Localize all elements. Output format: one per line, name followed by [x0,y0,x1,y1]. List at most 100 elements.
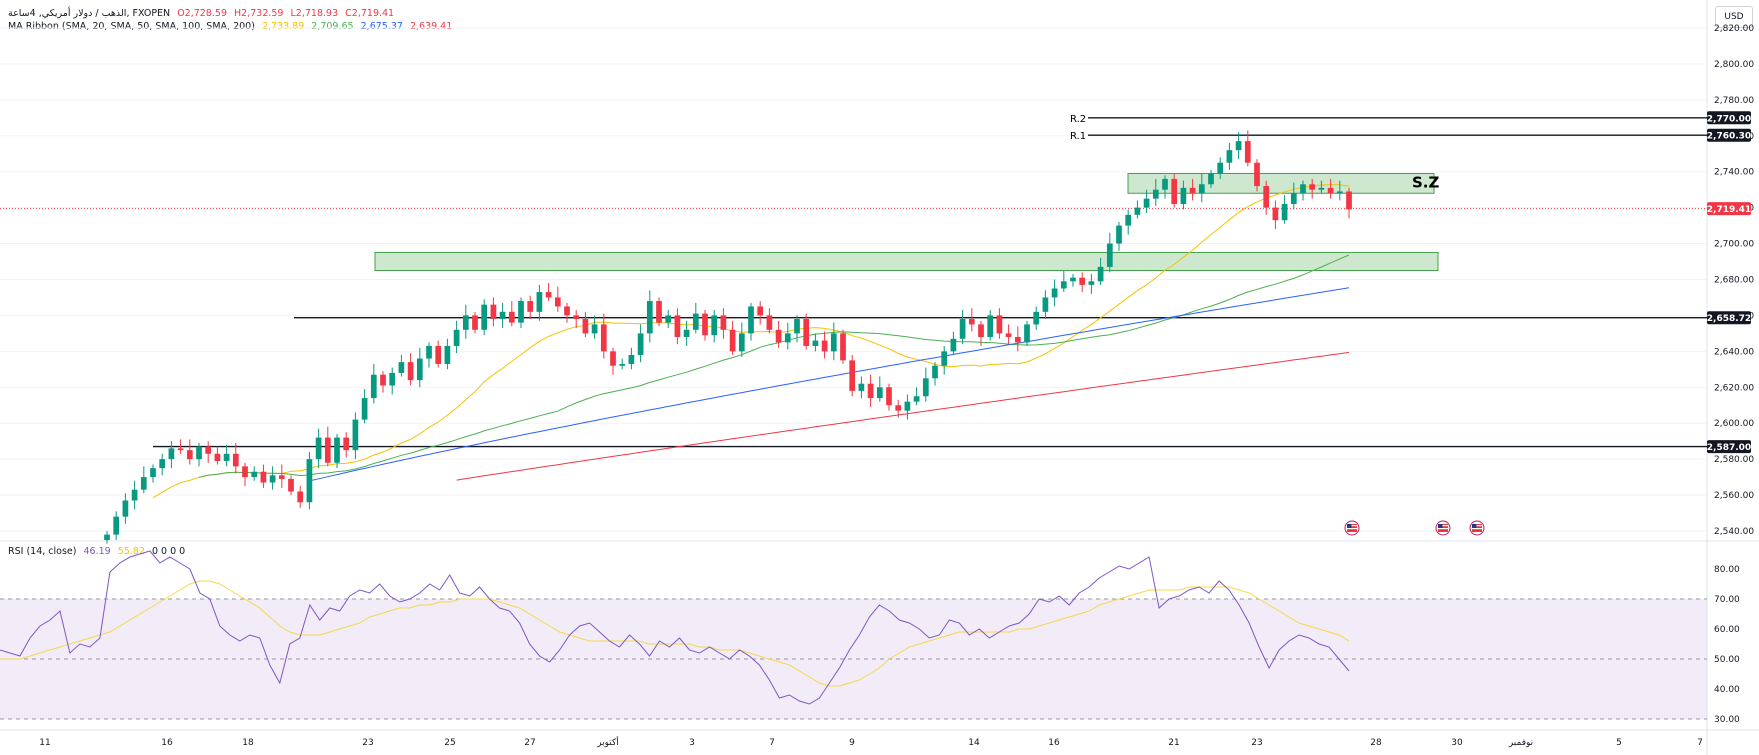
symbol-title[interactable]: الذهب / دولار أمريكي, 4ساعة, FXOPEN [8,8,171,19]
candle-body [619,363,626,366]
candle-body [784,333,791,343]
candle-body [150,468,156,478]
ma-ribbon-legend: MA Ribbon (SMA, 20, SMA, 50, SMA, 100, S… [8,21,456,33]
candle-body [242,466,248,478]
candle-body [1327,187,1334,194]
price-tick: 2,640.00 [1714,347,1754,357]
candle-body [324,437,331,463]
candle-body [720,315,727,330]
sma100-line [309,287,1350,482]
candle-body [278,475,285,479]
time-tick: 18 [242,738,254,748]
candle-body [444,345,451,364]
rsi-lines [0,550,1350,705]
candle-body [1217,162,1224,174]
candle-body [122,500,129,517]
candle-body [361,398,368,420]
candle-body [913,396,920,402]
price-label: 2,770.00 [1707,114,1751,124]
time-tick: 23 [362,738,373,748]
candle-body [830,333,837,352]
candle-body [996,315,1003,334]
candle-body [1309,184,1316,190]
price-tick: 2,560.00 [1714,491,1754,501]
candle-body [481,304,488,330]
time-tick: 27 [524,738,535,748]
candle-body [950,338,957,352]
price-tick: 2,780.00 [1714,96,1754,106]
candle-body [821,340,828,352]
price-tick: 2,740.00 [1714,168,1754,178]
candle-body [435,345,442,364]
close-value: C2,719.41 [345,8,395,19]
candle-body [214,453,221,461]
candle-body [499,311,506,320]
candle-body [683,329,690,337]
flag-stripe [1347,528,1357,530]
price-label-bg [1707,111,1751,125]
candle-body [1254,162,1260,187]
candle-body [131,489,138,501]
time-axis[interactable]: 11 16 18 23 25 27 أكتوبر 3 7 9 14 16 21 23 28 30 نوفمبر 5… [39,736,1703,748]
candle-body [297,491,304,503]
candle-body [1162,178,1168,190]
candle-body [1070,277,1076,282]
candle-body [343,437,350,451]
candle-body [1318,187,1325,190]
flag-stripe [1347,525,1357,527]
sma50-line [198,254,1350,478]
flag-stripe [1438,528,1448,530]
candle-body [1106,243,1113,267]
candle-body [812,340,819,346]
rsi-tick: 40.00 [1714,685,1740,695]
candle-body [600,324,607,352]
rsi-value: 46.19 [83,546,111,557]
price-label: 2,760.30 [1707,132,1751,142]
rsi-ma-value: 55.82 [117,546,145,557]
time-tick: 11 [39,738,50,748]
sma20-value: 2,733.89 [261,21,305,32]
moving-averages [152,184,1350,499]
price-label: 2,719.41 [1707,205,1751,215]
time-tick: 25 [444,738,455,748]
candle-body [1060,281,1067,289]
candles [104,130,1352,544]
candle-body [1226,150,1233,163]
us-flag-icon [1344,520,1360,536]
candle-body [370,374,377,399]
candle-body [1180,187,1187,205]
rsi-title[interactable]: RSI (14, close) [8,546,77,557]
zone-demand-zone [374,252,1439,272]
candle-body [1042,297,1049,312]
candle-body [876,387,883,399]
candle-body [564,306,570,316]
candle-body [508,311,515,323]
candle-body [1244,141,1251,163]
candle-body [987,315,994,337]
candle-body [1235,141,1242,151]
candle-body [1272,207,1279,221]
candle-body [1171,178,1178,205]
candle-body [306,459,313,503]
event-flags[interactable] [1344,520,1485,536]
candle-body [637,333,644,355]
candle-body [536,292,543,312]
time-tick: 9 [849,738,855,748]
time-tick: 7 [1697,738,1703,748]
ma-ribbon-title[interactable]: MA Ribbon (SMA, 20, SMA, 50, SMA, 100, S… [8,21,255,32]
candle-body [775,329,782,343]
candle-body [867,383,874,399]
candle-body [518,301,524,323]
rsi-ma-line [0,580,1350,687]
candle-body [1300,184,1306,194]
currency-button[interactable]: USD [1715,6,1753,28]
rsi-legend: RSI (14, close) 46.19 55.82 0 0 0 0 [8,546,189,558]
candle-body [922,378,929,397]
price-tick: 2,540.00 [1714,527,1754,537]
candle-body [941,351,948,366]
candle-body [803,319,810,346]
candle-body [729,329,736,352]
candle-body [646,301,653,334]
candle-body [1116,225,1122,244]
